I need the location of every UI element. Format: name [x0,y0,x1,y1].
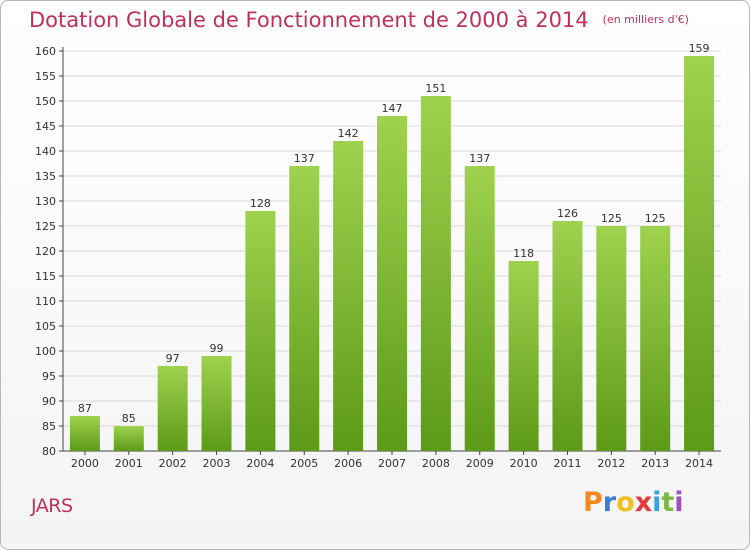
chart-title: Dotation Globale de Fonctionnement de 20… [29,8,689,32]
commune-name: JARS [31,495,73,517]
chart-unit-text: (en milliers d'€) [602,13,689,26]
data-label: 142 [338,127,359,140]
y-tick-label: 140 [35,145,56,158]
x-tick-label: 2009 [466,457,494,470]
bar [377,116,407,451]
data-label: 137 [294,152,315,165]
x-tick-label: 2003 [203,457,231,470]
data-label: 128 [250,197,271,210]
y-tick-label: 90 [42,395,56,408]
x-tick-label: 2006 [334,457,362,470]
bar [508,261,539,451]
bar [640,226,671,451]
data-label: 125 [645,212,666,225]
data-label: 125 [601,212,622,225]
y-tick-label: 155 [35,70,56,83]
proxiti-logo: Proxiti [583,487,684,518]
y-tick-label: 85 [42,420,56,433]
bar [596,226,627,451]
data-label: 126 [557,207,578,220]
data-label: 118 [513,247,534,260]
bar [289,166,320,451]
bar [684,56,715,451]
y-tick-label: 125 [35,220,56,233]
data-label: 87 [78,402,92,415]
x-tick-label: 2000 [71,457,99,470]
bar [113,426,144,451]
y-tick-label: 115 [35,270,56,283]
x-tick-label: 2013 [641,457,669,470]
y-tick-label: 110 [35,295,56,308]
bar [464,166,495,451]
x-tick-label: 2004 [246,457,274,470]
data-label: 137 [469,152,490,165]
y-tick-label: 135 [35,170,56,183]
bar [552,221,583,451]
x-tick-label: 2012 [597,457,625,470]
data-label: 97 [166,352,180,365]
y-tick-label: 160 [35,45,56,58]
bar [420,96,451,451]
bar [201,356,232,451]
data-label: 85 [122,412,136,425]
y-tick-label: 105 [35,320,56,333]
x-tick-label: 2010 [510,457,538,470]
x-tick-label: 2001 [115,457,143,470]
x-tick-label: 2014 [685,457,713,470]
bar [69,416,100,451]
y-tick-label: 130 [35,195,56,208]
x-tick-label: 2005 [290,457,318,470]
y-tick-label: 120 [35,245,56,258]
data-label: 99 [210,342,224,355]
data-label: 151 [425,82,446,95]
data-label: 159 [689,42,710,55]
y-tick-label: 150 [35,95,56,108]
y-tick-label: 100 [35,345,56,358]
x-tick-label: 2002 [159,457,187,470]
x-tick-label: 2008 [422,457,450,470]
x-tick-label: 2011 [553,457,581,470]
bar [245,211,276,451]
bar [157,366,188,451]
y-tick-label: 80 [42,445,56,458]
x-tick-label: 2007 [378,457,406,470]
y-tick-label: 95 [42,370,56,383]
data-label: 147 [382,102,403,115]
bar [333,141,364,451]
chart-title-text: Dotation Globale de Fonctionnement de 20… [29,8,589,32]
y-tick-label: 145 [35,120,56,133]
